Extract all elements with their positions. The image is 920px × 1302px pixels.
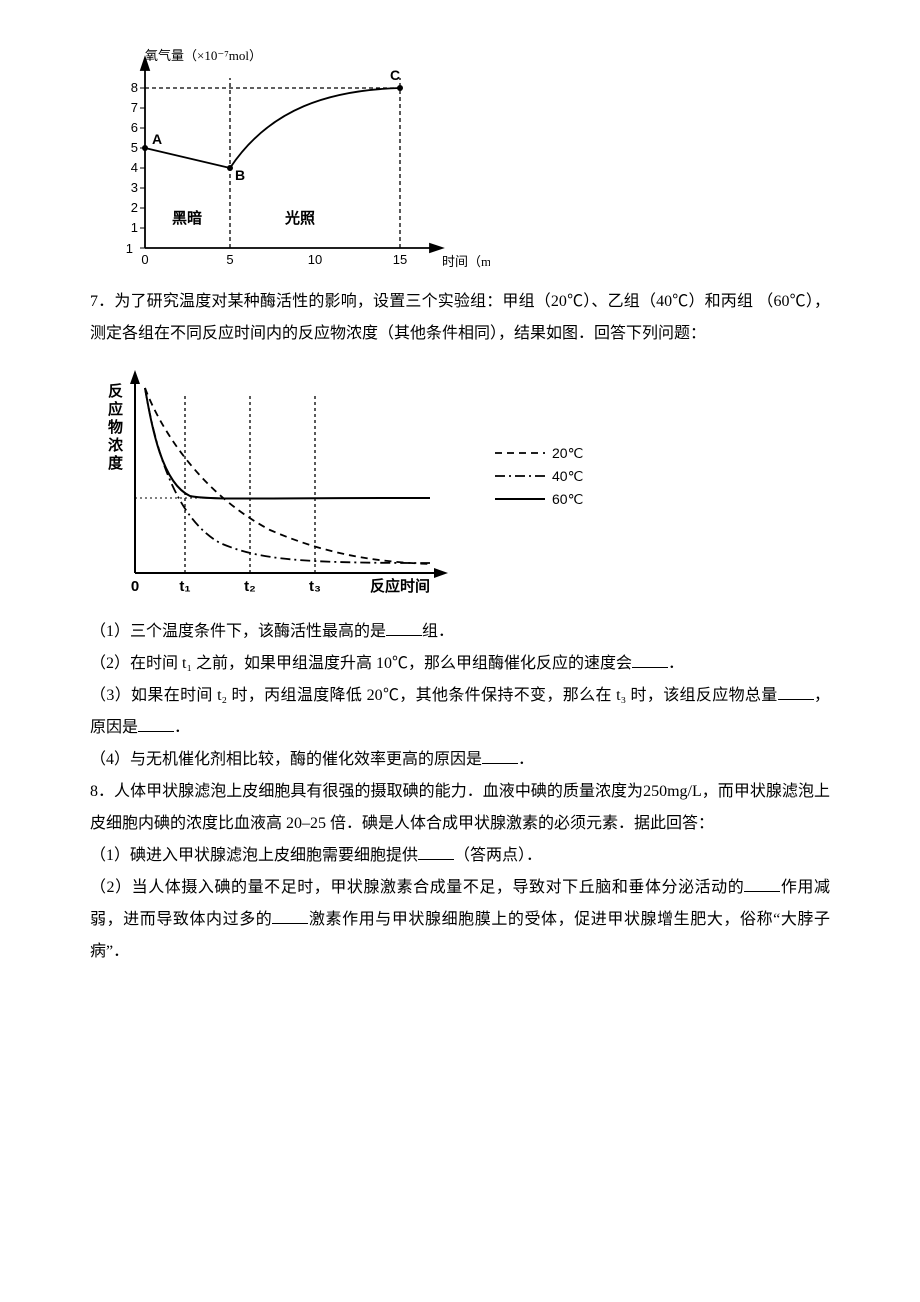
svg-text:浓: 浓	[108, 437, 124, 454]
q7-p2-a: （2）在时间 t₁ 之前，如果甲组温度升高 10℃，那么甲组酶催化反应的速度会	[90, 655, 632, 672]
svg-text:黑暗: 黑暗	[172, 209, 202, 227]
enzyme-chart-svg: 反 应 物 浓 度 0 t₁ t₂ t₃ 反应时间 20℃	[90, 358, 610, 608]
enzyme-figure: 反 应 物 浓 度 0 t₁ t₂ t₃ 反应时间 20℃	[90, 358, 830, 608]
svg-text:7: 7	[131, 100, 138, 115]
y-axis-label: 氧气量（×10⁻⁷mol）	[145, 48, 262, 63]
svg-text:A: A	[152, 131, 162, 147]
x-axis-label-2: 反应时间	[370, 577, 430, 595]
q7-p3: （3）如果在时间 t₂ 时，丙组温度降低 20℃，其他条件保持不变，那么在 t₃…	[90, 680, 830, 744]
blank	[138, 715, 174, 732]
svg-text:1: 1	[126, 241, 133, 256]
blank	[418, 843, 454, 860]
q7-p4-b: ．	[518, 751, 534, 768]
blank	[272, 907, 308, 924]
svg-text:应: 应	[108, 400, 123, 418]
q7-p4-a: （4）与无机催化剂相比较，酶的催化效率更高的原因是	[90, 751, 482, 768]
svg-text:6: 6	[131, 120, 138, 135]
blank	[744, 875, 780, 892]
svg-text:8: 8	[131, 80, 138, 95]
svg-text:4: 4	[131, 160, 138, 175]
svg-text:2: 2	[131, 200, 138, 215]
q7-p3-a: （3）如果在时间 t₂ 时，丙组温度降低 20℃，其他条件保持不变，那么在 t₃…	[90, 687, 778, 704]
q7-p1-b: 组．	[422, 623, 454, 640]
svg-text:5: 5	[131, 140, 138, 155]
svg-text:1: 1	[131, 220, 138, 235]
q8-p2-a: （2）当人体摄入碘的量不足时，甲状腺激素合成量不足，导致对下丘脑和垂体分泌活动的	[90, 879, 744, 896]
svg-text:0: 0	[131, 578, 139, 595]
q7-p1-a: （1）三个温度条件下，该酶活性最高的是	[90, 623, 386, 640]
svg-text:10: 10	[308, 252, 322, 267]
svg-text:15: 15	[393, 252, 407, 267]
svg-text:反: 反	[108, 383, 123, 400]
q7-p4: （4）与无机催化剂相比较，酶的催化效率更高的原因是 ．	[90, 744, 830, 776]
q7-p2: （2）在时间 t₁ 之前，如果甲组温度升高 10℃，那么甲组酶催化反应的速度会 ．	[90, 648, 830, 680]
svg-text:t₂: t₂	[244, 578, 256, 595]
svg-text:3: 3	[131, 180, 138, 195]
legend-40c: 40℃	[552, 468, 583, 484]
q8-p1-a: （1）碘进入甲状腺滤泡上皮细胞需要细胞提供	[90, 847, 418, 864]
legend-20c: 20℃	[552, 445, 583, 461]
svg-text:物: 物	[108, 418, 123, 436]
svg-text:光照: 光照	[284, 209, 315, 227]
svg-text:t₃: t₃	[309, 578, 321, 595]
q8-intro: 8．人体甲状腺滤泡上皮细胞具有很强的摄取碘的能力．血液中碘的质量浓度为250mg…	[90, 776, 830, 840]
legend-60c: 60℃	[552, 491, 583, 507]
blank	[778, 683, 814, 700]
q7-intro: 7．为了研究温度对某种酶活性的影响，设置三个实验组：甲组（20℃）、乙组（40℃…	[90, 286, 830, 350]
blank	[632, 651, 668, 668]
q8-p1: （1）碘进入甲状腺滤泡上皮细胞需要细胞提供 （答两点）．	[90, 840, 830, 872]
oxygen-figure: 1 1 2 3 4 5 6 7 8 0 5 10	[90, 48, 830, 278]
q8-p2: （2）当人体摄入碘的量不足时，甲状腺激素合成量不足，导致对下丘脑和垂体分泌活动的…	[90, 872, 830, 968]
svg-text:C: C	[390, 67, 400, 83]
q7-p1: （1）三个温度条件下，该酶活性最高的是 组．	[90, 616, 830, 648]
oxygen-chart-svg: 1 1 2 3 4 5 6 7 8 0 5 10	[90, 48, 490, 278]
svg-text:B: B	[235, 167, 245, 183]
svg-text:度: 度	[108, 454, 124, 472]
svg-text:t₁: t₁	[179, 578, 190, 595]
blank	[482, 747, 518, 764]
q7-p2-b: ．	[668, 655, 684, 672]
q7-p3-c: ．	[174, 719, 190, 736]
x-axis-label: 时间（min）	[442, 254, 490, 269]
svg-text:0: 0	[141, 252, 148, 267]
svg-text:5: 5	[226, 252, 233, 267]
blank	[386, 619, 422, 636]
q8-p1-b: （答两点）．	[454, 847, 542, 864]
